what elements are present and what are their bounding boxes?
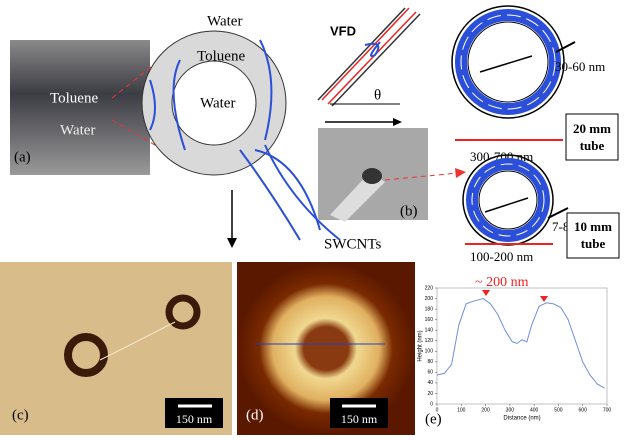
y-tick-label: 80 [427,359,433,365]
plot-frame [437,288,607,404]
label: 20 mm [573,121,611,136]
y-axis-label: Height (nm) [418,330,424,361]
label: Water [207,13,242,29]
y-tick-label: 0 [430,401,433,407]
figure: Toluene Water (a) Water Toluene Water SW… [0,0,624,435]
panel-label: (a) [14,149,31,165]
label: tube [581,236,606,251]
annotation-marks [482,290,548,302]
x-tick-label: 300 [506,407,515,413]
label: θ [374,87,381,103]
panel-label: (c) [12,407,29,423]
label: Water [60,122,95,138]
arrow-head [393,118,402,126]
y-tick-label: 120 [425,338,434,344]
y-tick-label: 200 [425,296,434,302]
x-tick-label: 0 [436,407,439,413]
label: Toluene [197,48,245,64]
label: tube [580,138,605,153]
label: 100-200 nm [470,249,533,264]
panel-label: (b) [400,203,418,219]
x-tick-label: 600 [579,407,588,413]
y-tick-label: 180 [425,306,434,312]
photo-a [10,40,150,175]
label: 150 nm [341,412,378,426]
x-axis-label: Distance (nm) [503,416,540,422]
line [437,299,605,389]
label: Water [200,95,235,111]
label: VFD [330,23,356,38]
label: 10 mm [574,219,612,234]
label: 30-60 nm [555,59,605,74]
x-tick-label: 400 [530,407,539,413]
arrow-head [455,168,466,178]
arrow-head [227,238,237,248]
y-tick-label: 20 [427,391,433,397]
afm-d [237,262,415,435]
panel-label: (e) [425,411,442,427]
label: 150 nm [176,412,213,426]
x-tick-label: 100 [457,407,466,413]
y-tick-label: 220 [425,285,434,291]
deposit [362,168,382,184]
label: Toluene [50,90,98,106]
y-tick-label: 140 [425,328,434,334]
panel-label: (d) [246,407,264,423]
x-tick-label: 500 [554,407,563,413]
chart: 0 20 40 60 80 100 120 140 160 180 200 220 0 100 200 300… [418,285,612,421]
label: SWCNTs [324,236,381,252]
y-tick-label: 60 [427,370,433,376]
y-tick-label: 100 [425,349,434,355]
y-tick-label: 40 [427,380,433,386]
y-tick-label: 160 [425,317,434,323]
x-tick-label: 200 [481,407,490,413]
x-tick-label: 700 [603,407,612,413]
